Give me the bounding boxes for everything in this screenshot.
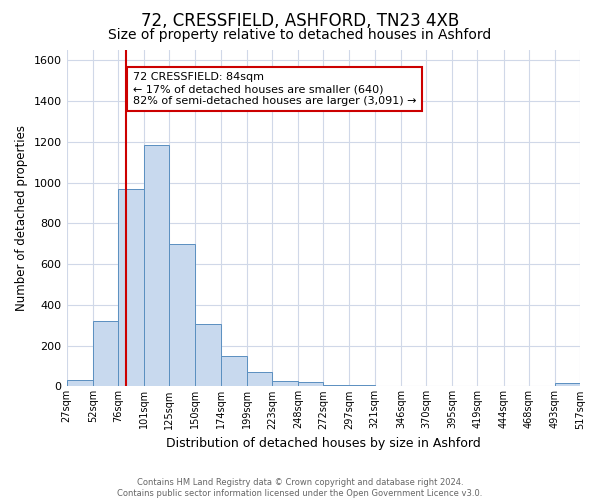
X-axis label: Distribution of detached houses by size in Ashford: Distribution of detached houses by size … <box>166 437 481 450</box>
Text: 72, CRESSFIELD, ASHFORD, TN23 4XB: 72, CRESSFIELD, ASHFORD, TN23 4XB <box>141 12 459 30</box>
Bar <box>144 145 169 386</box>
Bar <box>196 324 221 386</box>
Bar <box>555 384 580 386</box>
Bar <box>247 372 272 386</box>
Text: Contains HM Land Registry data © Crown copyright and database right 2024.
Contai: Contains HM Land Registry data © Crown c… <box>118 478 482 498</box>
Text: Size of property relative to detached houses in Ashford: Size of property relative to detached ho… <box>109 28 491 42</box>
Y-axis label: Number of detached properties: Number of detached properties <box>15 125 28 311</box>
Bar <box>169 244 196 386</box>
Bar <box>67 380 93 386</box>
Text: 72 CRESSFIELD: 84sqm
← 17% of detached houses are smaller (640)
82% of semi-deta: 72 CRESSFIELD: 84sqm ← 17% of detached h… <box>133 72 416 106</box>
Bar <box>272 382 298 386</box>
Bar <box>221 356 247 386</box>
Bar <box>93 321 118 386</box>
Bar <box>298 382 323 386</box>
Bar <box>118 188 144 386</box>
